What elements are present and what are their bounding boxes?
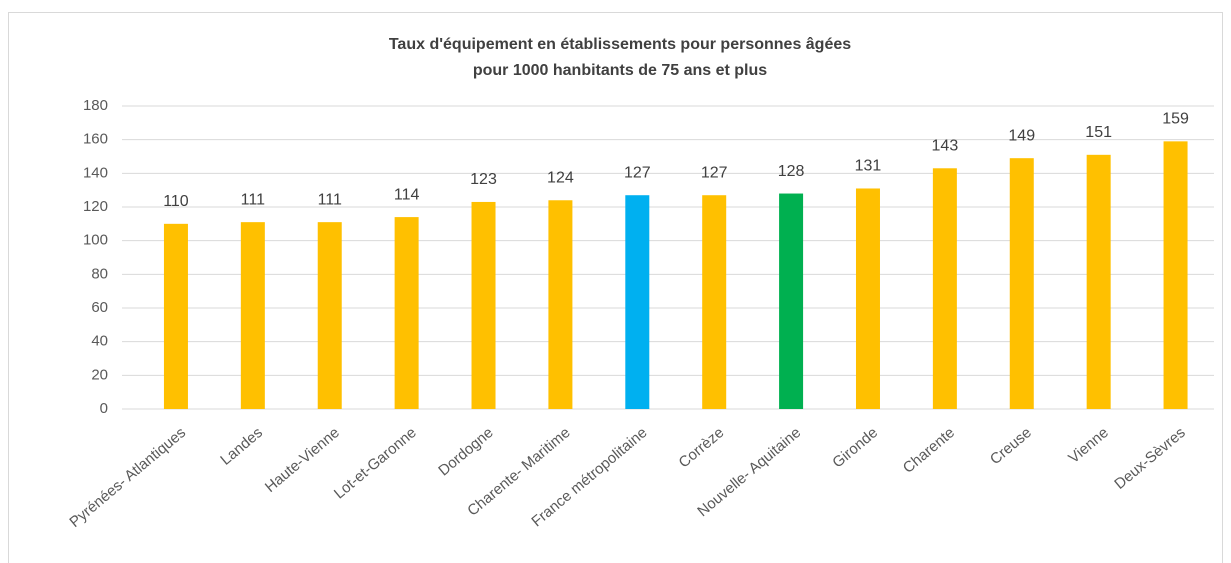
data-label: 123 xyxy=(470,171,497,188)
chart-subtitle: pour 1000 hanbitants de 75 ans et plus xyxy=(473,62,767,79)
data-label: 143 xyxy=(932,138,959,155)
data-label: 110 xyxy=(163,193,189,210)
bar xyxy=(240,222,265,409)
x-tick-label: Gironde xyxy=(829,424,881,471)
x-tick-label: Charente xyxy=(900,424,958,477)
bar xyxy=(471,201,496,409)
bar xyxy=(702,195,727,409)
x-tick-label: Landes xyxy=(217,424,266,469)
x-tick-label: Vienne xyxy=(1065,424,1112,467)
y-tick-label: 40 xyxy=(91,333,108,350)
bar xyxy=(932,168,957,409)
x-tick-label: Haute-Vienne xyxy=(262,424,343,496)
x-tick-label: Corrèze xyxy=(676,424,728,471)
x-tick-label: Deux-Sèvres xyxy=(1111,424,1188,493)
bar xyxy=(1086,154,1111,409)
y-tick-label: 100 xyxy=(83,232,108,249)
data-label: 151 xyxy=(1085,124,1112,141)
x-tick-label: Pyrénées- Atlantiques xyxy=(66,424,189,531)
chart-title: Taux d'équipement en établissements pour… xyxy=(389,36,851,53)
data-label: 128 xyxy=(778,163,805,180)
chart-border xyxy=(8,12,1223,563)
y-tick-label: 120 xyxy=(83,198,108,215)
x-tick-label: Lot-et-Garonne xyxy=(331,424,420,502)
y-tick-label: 180 xyxy=(83,97,108,114)
bar xyxy=(625,195,650,409)
bar xyxy=(855,188,880,409)
data-label: 127 xyxy=(624,164,651,181)
y-tick-label: 140 xyxy=(83,164,108,181)
bar xyxy=(1009,158,1034,409)
data-label: 114 xyxy=(394,186,420,203)
data-label: 149 xyxy=(1008,127,1035,144)
bar xyxy=(317,222,342,409)
data-label: 124 xyxy=(547,169,574,186)
data-label: 159 xyxy=(1162,111,1189,128)
y-tick-label: 160 xyxy=(83,131,108,148)
bar xyxy=(1163,141,1188,409)
y-tick-label: 20 xyxy=(91,366,108,383)
y-tick-label: 0 xyxy=(100,400,108,417)
bar xyxy=(163,223,188,409)
data-label: 111 xyxy=(241,191,265,208)
y-tick-label: 80 xyxy=(91,265,108,282)
bar xyxy=(394,217,419,409)
data-label: 127 xyxy=(701,164,728,181)
y-tick-label: 60 xyxy=(91,299,108,316)
bar xyxy=(548,200,573,409)
x-tick-label: Creuse xyxy=(987,424,1035,468)
x-tick-label: Dordogne xyxy=(435,424,496,479)
data-label: 111 xyxy=(318,191,342,208)
data-label: 131 xyxy=(855,158,882,175)
bar xyxy=(779,193,804,409)
